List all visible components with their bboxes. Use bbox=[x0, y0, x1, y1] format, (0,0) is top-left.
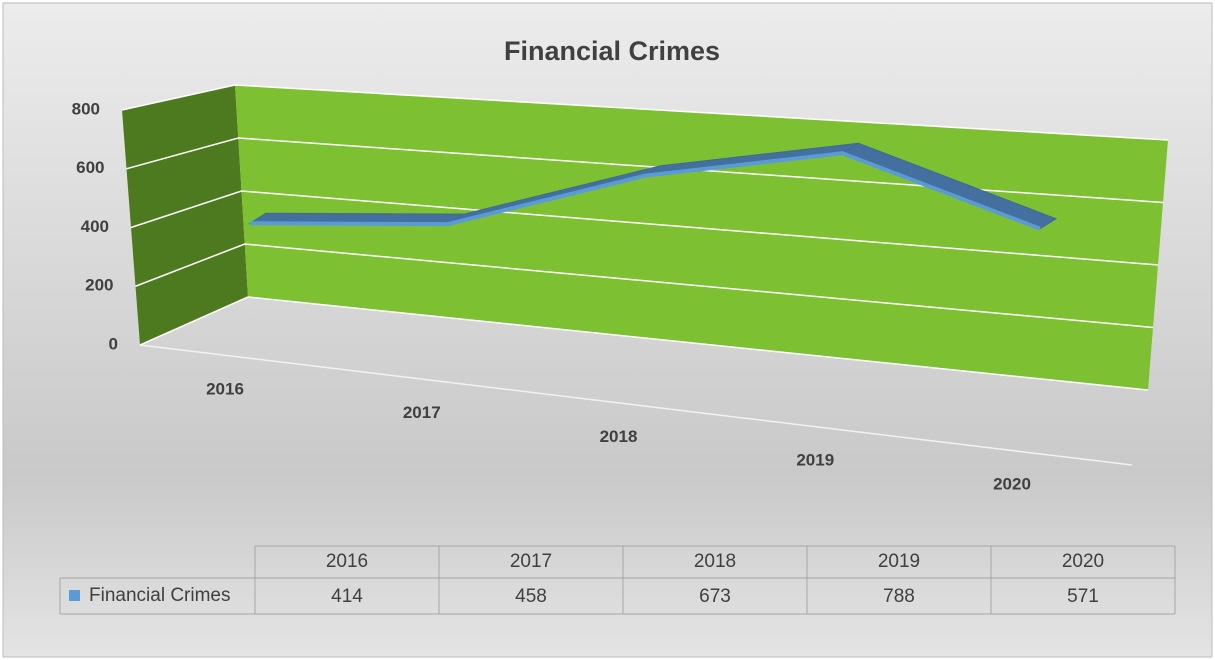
grid-line bbox=[135, 243, 1154, 329]
grid-line bbox=[139, 296, 1149, 391]
table-header: 2020 bbox=[1062, 551, 1104, 572]
y-tick-label: 400 bbox=[81, 217, 109, 236]
y-tick-label: 200 bbox=[85, 276, 113, 295]
grid-line bbox=[126, 137, 1164, 204]
table-header: 2018 bbox=[694, 551, 736, 572]
table-value: 571 bbox=[1067, 586, 1099, 607]
x-tick-label: 2020 bbox=[993, 474, 1031, 493]
table-header: 2017 bbox=[510, 551, 552, 572]
back-wall bbox=[235, 85, 1168, 390]
legend-label: Financial Crimes bbox=[89, 585, 230, 606]
grid-line bbox=[121, 84, 1169, 141]
floor-edge bbox=[139, 344, 1133, 466]
x-tick-label: 2016 bbox=[206, 379, 244, 398]
y-tick-label: 600 bbox=[76, 158, 104, 177]
legend-key bbox=[69, 590, 80, 601]
table-value: 788 bbox=[883, 586, 915, 607]
line-series bbox=[249, 151, 1041, 231]
table-header: 2016 bbox=[326, 551, 368, 572]
grid-line bbox=[130, 190, 1159, 266]
table-header: 2019 bbox=[878, 551, 920, 572]
x-tick-label: 2019 bbox=[796, 451, 834, 470]
y-tick-label: 800 bbox=[72, 99, 100, 118]
x-tick-label: 2018 bbox=[600, 427, 638, 446]
y-tick-label: 0 bbox=[109, 334, 118, 353]
x-tick-label: 2017 bbox=[403, 403, 441, 422]
table-value: 414 bbox=[331, 586, 363, 607]
chart-title: Financial Crimes bbox=[504, 36, 720, 66]
table-value: 673 bbox=[699, 586, 731, 607]
table-value: 458 bbox=[515, 586, 547, 607]
